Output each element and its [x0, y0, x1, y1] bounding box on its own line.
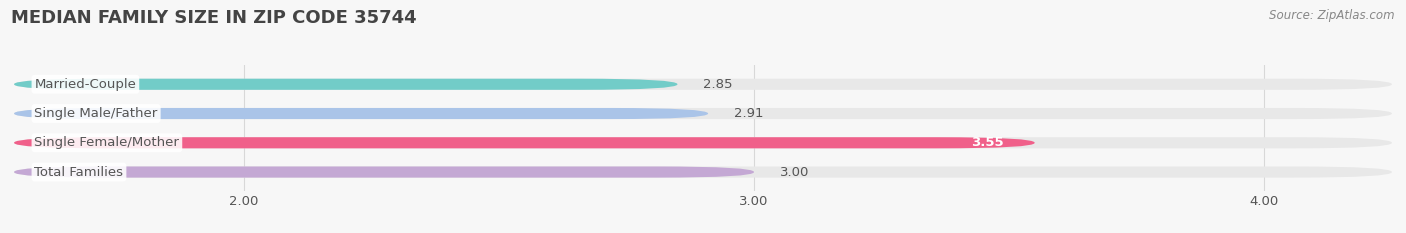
Text: Single Female/Mother: Single Female/Mother — [35, 136, 180, 149]
Text: 3.55: 3.55 — [972, 136, 1004, 149]
FancyBboxPatch shape — [14, 79, 678, 90]
Text: Single Male/Father: Single Male/Father — [35, 107, 157, 120]
Text: MEDIAN FAMILY SIZE IN ZIP CODE 35744: MEDIAN FAMILY SIZE IN ZIP CODE 35744 — [11, 9, 416, 27]
FancyBboxPatch shape — [14, 79, 1392, 90]
Text: 2.91: 2.91 — [734, 107, 763, 120]
Text: 3.00: 3.00 — [779, 165, 808, 178]
FancyBboxPatch shape — [14, 167, 1392, 178]
Text: Married-Couple: Married-Couple — [35, 78, 136, 91]
FancyBboxPatch shape — [14, 167, 754, 178]
Text: 2.85: 2.85 — [703, 78, 733, 91]
FancyBboxPatch shape — [14, 108, 1392, 119]
FancyBboxPatch shape — [14, 137, 1392, 148]
Text: Source: ZipAtlas.com: Source: ZipAtlas.com — [1270, 9, 1395, 22]
FancyBboxPatch shape — [14, 137, 1035, 148]
Text: Total Families: Total Families — [35, 165, 124, 178]
FancyBboxPatch shape — [14, 108, 709, 119]
